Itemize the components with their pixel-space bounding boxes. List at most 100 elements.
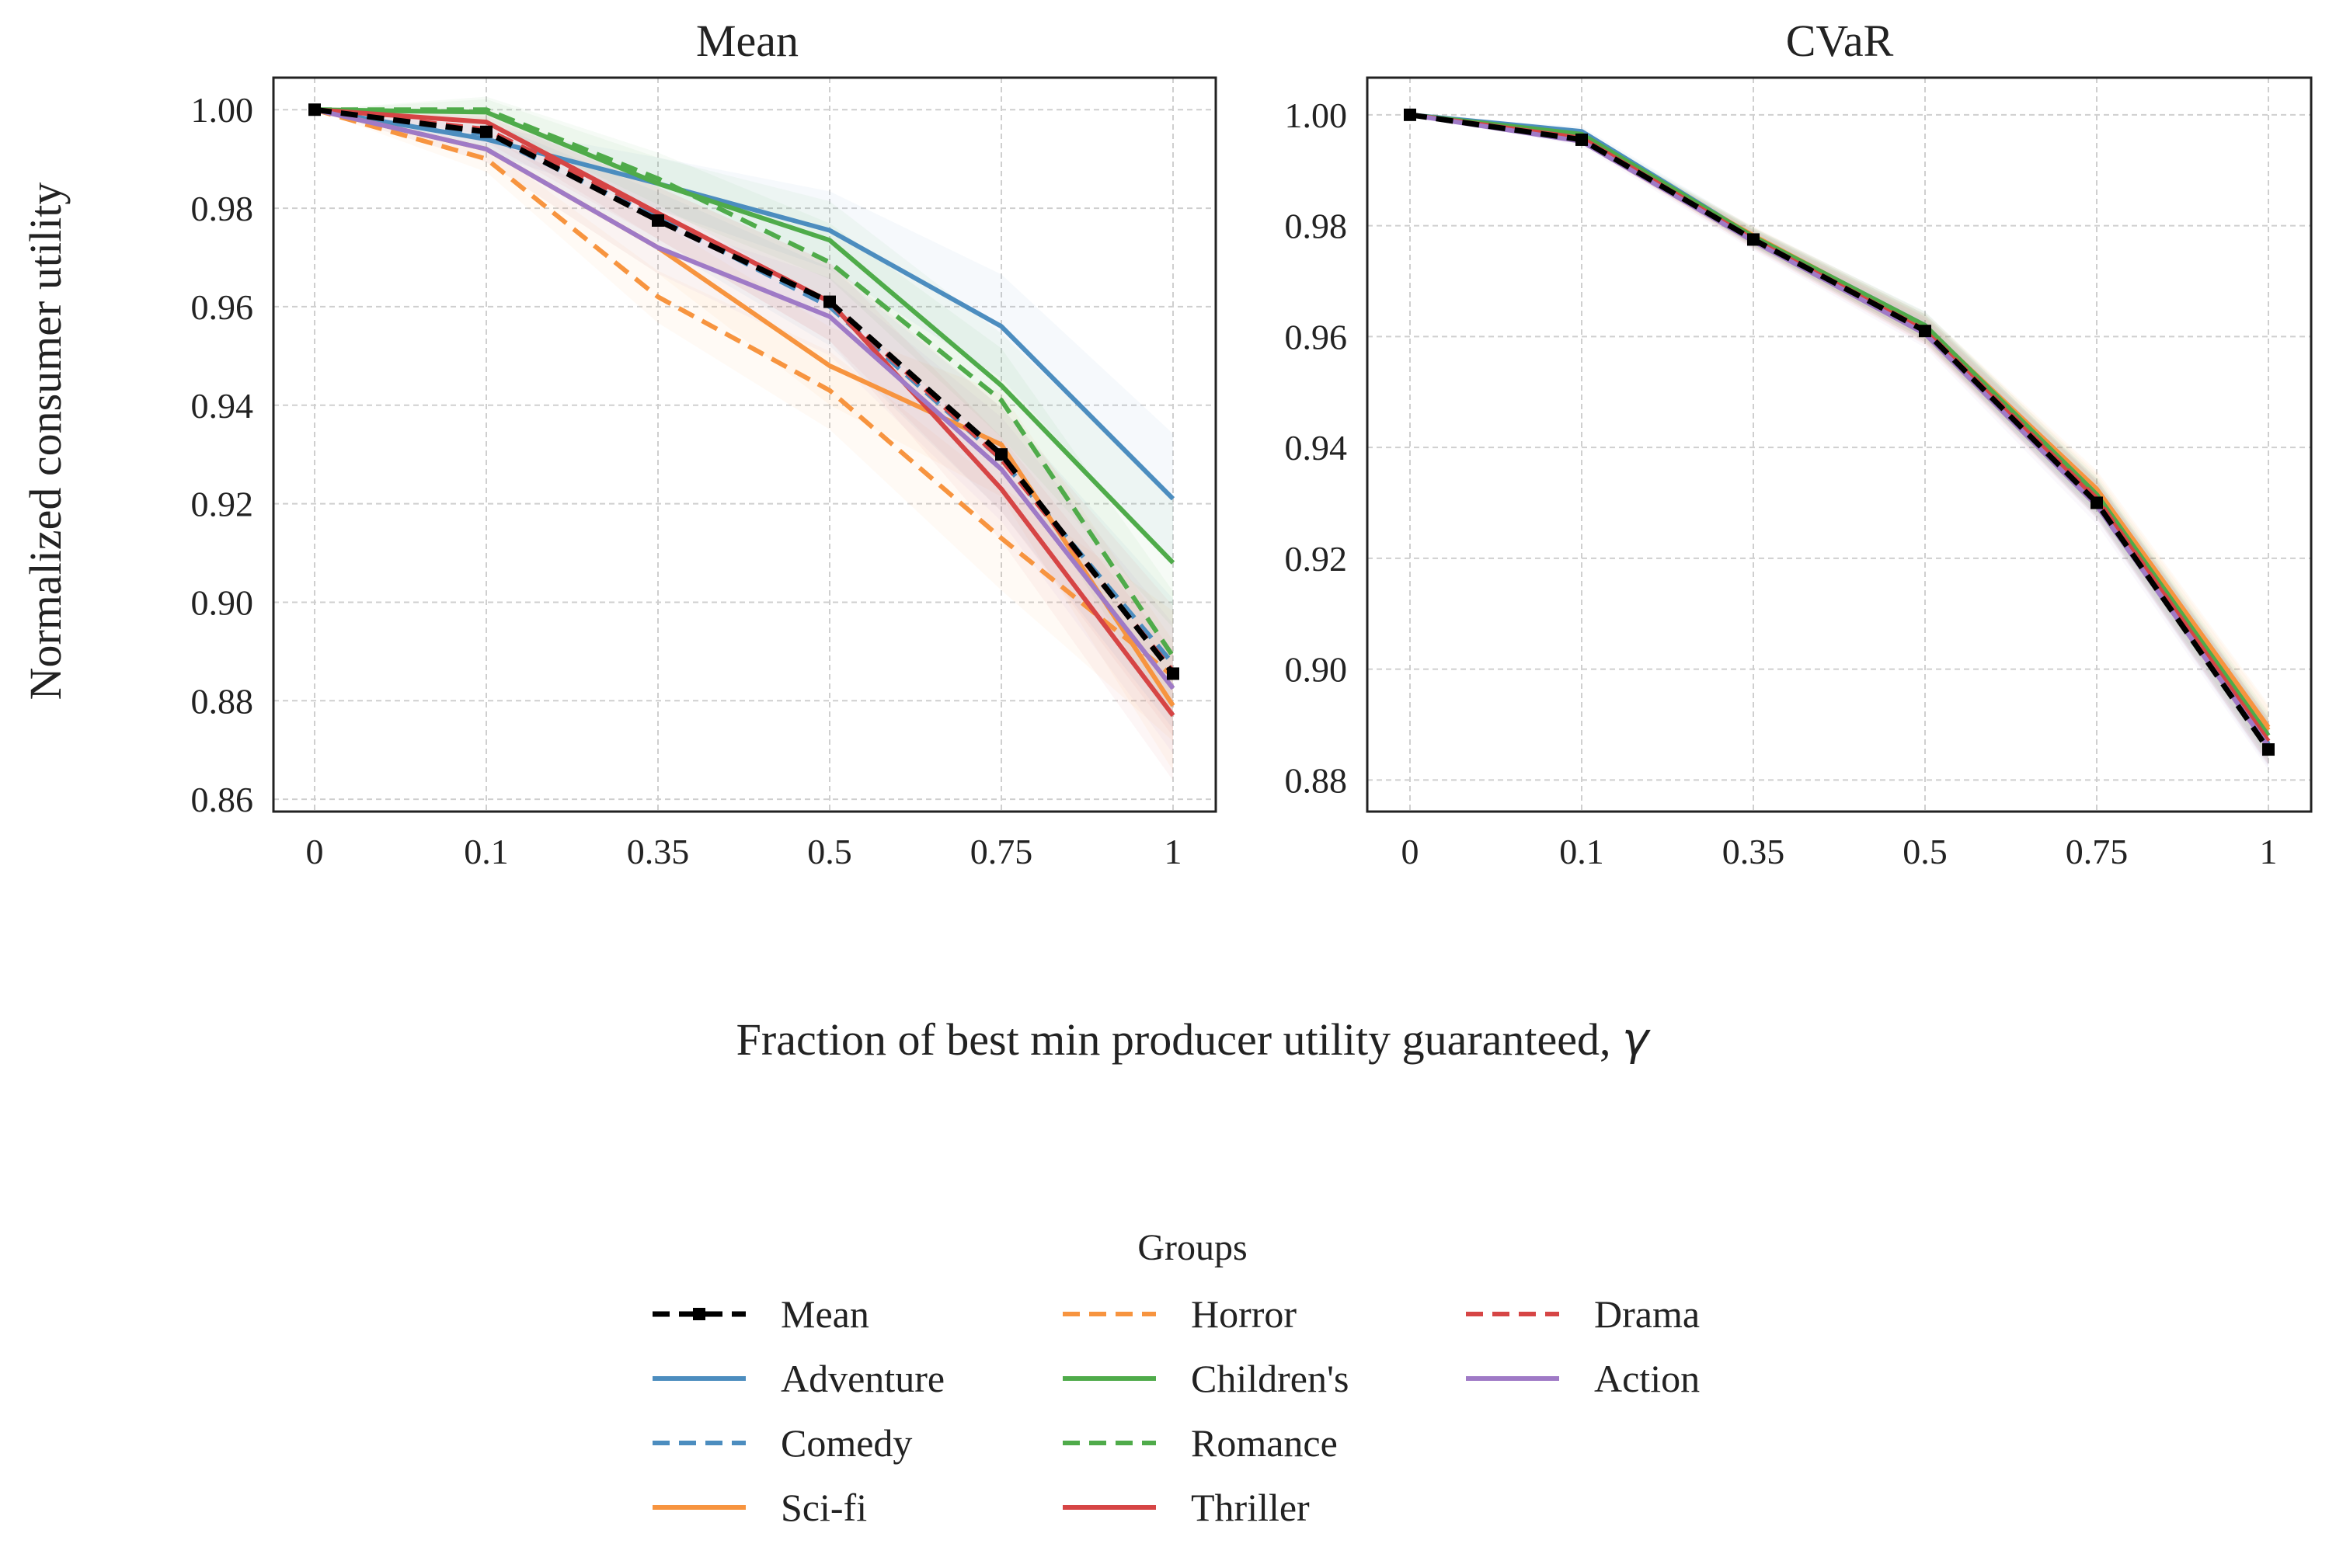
cvar-axes-frame [1366,76,2313,813]
band-romance [1410,114,2268,762]
cvar-y-tick-label: 0.88 [1285,760,1348,800]
mean-y-tick-label: 1.00 [191,90,254,130]
band-drama [315,110,1173,736]
legend-label: Action [1594,1357,1700,1400]
legend-label: Thriller [1191,1486,1310,1529]
legend-label: Adventure [781,1357,945,1400]
legend-item-mean: Mean [653,1292,869,1336]
legend-label: Mean [781,1292,869,1336]
legend-item-drama: Drama [1466,1292,1700,1336]
series-line-mean [1409,112,2271,752]
series-line-horror [314,107,1175,678]
mean-marker [2262,743,2275,756]
mean-gridlines [273,78,1216,812]
legend-item-horror: Horror [1063,1292,1297,1336]
cvar-panel: CVaR 0 0.1 0.35 0.5 0.75 1 0.88 0.90 0.92 0.94 0.9… [1285,16,2313,871]
legend-item-adventure: Adventure [653,1357,945,1400]
mean-marker [995,448,1008,461]
mean-marker [480,125,493,138]
mean-x-tick-label: 0.75 [970,832,1033,871]
band-action [315,110,1173,754]
mean-x-tick-label: 0.1 [464,832,509,871]
x-axis-title-text: Fraction of best min producer utility gu… [736,1014,1622,1065]
cvar-y-tick-label: 1.00 [1285,96,1348,135]
cvar-x-tick-label: 0.75 [2066,832,2129,871]
legend-title: Groups [1137,1227,1247,1268]
cvar-x-tick-label: 1 [2260,832,2278,871]
mean-y-tick-label: 0.94 [191,386,254,426]
series-line-mean [314,106,1175,676]
mean-marker [823,295,836,308]
cvar-y-tick-label: 0.90 [1285,650,1348,690]
series-line-adventure [1409,112,2271,746]
mean-marker [308,103,321,116]
mean-y-tick-label: 0.92 [191,485,254,524]
legend-item-comedy: Comedy [653,1421,912,1465]
mean-x-tick-label: 0.35 [627,832,690,871]
band-sci-fi [315,110,1173,771]
legend-marker [693,1308,705,1320]
legend-label: Horror [1191,1292,1297,1336]
series-line-sci-fi [1409,112,2271,729]
cvar-panel-title: CVaR [1786,16,1894,66]
series-line-horror [1409,112,2271,732]
mean-confidence-bands [315,96,1173,781]
legend-item-action: Action [1466,1357,1700,1400]
band-drama [1410,114,2268,766]
cvar-y-tick-label: 0.96 [1285,317,1348,356]
band-comedy [1410,114,2268,765]
mean-y-tick-label: 0.98 [191,189,254,228]
mean-marker [1404,108,1416,121]
mean-series-lines [308,103,1179,718]
legend-item-children-s: Children's [1063,1357,1349,1400]
cvar-x-tick-label: 0.5 [1903,832,1948,871]
band-comedy [315,110,1173,729]
series-line-action [1409,112,2271,749]
cvar-y-tick-label: 0.94 [1285,428,1348,468]
legend-item-romance: Romance [1063,1421,1338,1465]
series-line-thriller [1409,112,2271,743]
mean-axes-frame [272,76,1217,813]
mean-y-tick-label: 0.88 [191,681,254,721]
band-children-s [1410,114,2268,760]
mean-y-tick-label: 0.90 [191,582,254,622]
mean-marker [652,214,664,227]
series-line-adventure [314,107,1175,501]
mean-panel-title: Mean [696,16,799,66]
band-horror [1410,114,2268,754]
mean-panel: Mean 0 0.1 0.35 0.5 0.75 1 0.86 0.88 0.90 0.92 0.9… [191,16,1217,871]
cvar-confidence-bands [1410,114,2268,770]
mean-y-tick-label: 0.86 [191,780,254,819]
mean-x-tick-label: 1 [1164,832,1182,871]
series-line-action [314,107,1175,690]
series-line-comedy [1409,112,2271,743]
legend-label: Sci-fi [781,1486,867,1529]
band-adventure [315,110,1173,564]
y-axis-title: Normalized consumer utility [20,183,71,701]
cvar-y-tick-label: 0.92 [1285,539,1348,579]
legend-label: Children's [1191,1357,1349,1400]
series-line-romance [315,107,1175,658]
mean-marker [1167,667,1179,680]
legend-label: Comedy [781,1421,912,1465]
series-line-drama [1409,112,2271,744]
legend-label: Romance [1191,1421,1338,1465]
band-thriller [1410,114,2268,765]
mean-marker [1747,233,1760,246]
legend-item-sci-fi: Sci-fi [653,1486,867,1529]
cvar-x-tick-label: 0.35 [1722,832,1785,871]
legend-label: Drama [1594,1292,1700,1336]
mean-x-tick-label: 0 [306,832,324,871]
mean-y-tick-label: 0.96 [191,287,254,327]
series-line-children-s [1409,112,2271,737]
mean-marker [2091,496,2103,509]
legend: Groups Mean Adventure Comedy Sci-fi Horror Ch… [653,1227,1700,1529]
band-sci-fi [1410,114,2268,751]
band-action [1410,114,2268,770]
legend-item-thriller: Thriller [1063,1486,1310,1529]
series-line-romance [1409,112,2271,740]
cvar-x-tick-label: 0.1 [1559,832,1604,871]
cvar-series-lines [1404,108,2275,756]
cvar-y-tick-label: 0.98 [1285,207,1348,246]
